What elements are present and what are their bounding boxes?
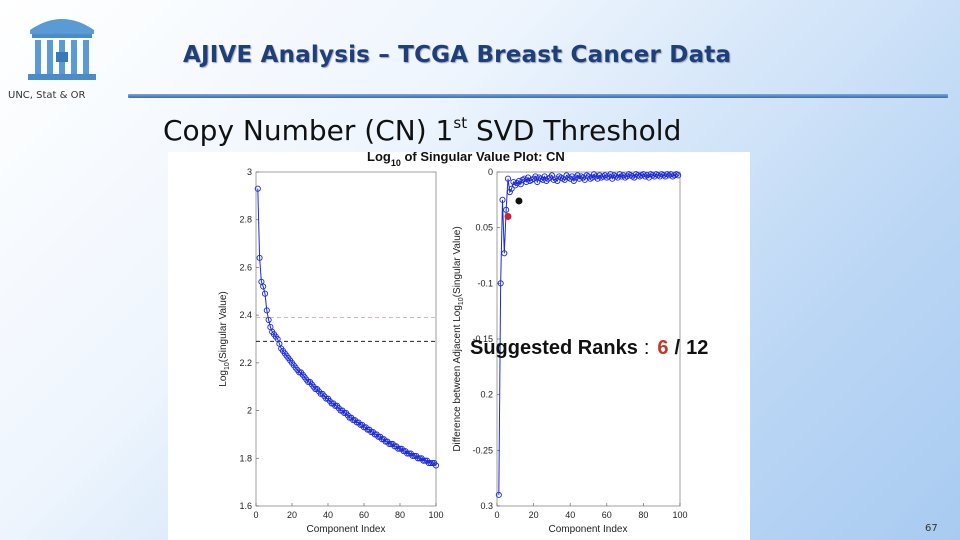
highlight-point xyxy=(515,197,523,205)
x-tick-label: 80 xyxy=(395,510,405,520)
subtitle-post: SVD Threshold xyxy=(467,114,682,147)
data-point xyxy=(420,457,427,464)
old-well-icon xyxy=(28,19,96,80)
data-point xyxy=(503,206,510,213)
x-tick-label: 100 xyxy=(672,510,687,520)
highlight-point xyxy=(504,213,512,221)
x-tick-label: 80 xyxy=(638,510,648,520)
left-xlabel: Component Index xyxy=(307,524,386,535)
data-point xyxy=(501,250,508,257)
x-tick-label: 0 xyxy=(253,510,258,520)
right-xlabel: Component Index xyxy=(549,524,628,535)
data-point xyxy=(506,188,513,196)
x-tick-label: 100 xyxy=(428,510,443,520)
data-point xyxy=(263,307,270,314)
series-line xyxy=(498,173,679,495)
left-ylabel: Log10(Singular Value) xyxy=(218,291,231,386)
data-point xyxy=(589,174,596,181)
rank-separator: / xyxy=(674,337,681,359)
data-point xyxy=(539,176,546,183)
data-point xyxy=(497,280,504,287)
y-tick-label: 2 xyxy=(247,406,252,416)
data-point xyxy=(427,460,434,467)
rank-first: 6 xyxy=(657,337,669,359)
y-tick-label: 0 xyxy=(488,167,493,177)
chart-title: Log10 of Singular Value Plot: CN xyxy=(367,152,565,168)
data-point xyxy=(254,185,261,192)
data-point xyxy=(594,175,601,182)
subtitle-pre: Copy Number (CN) 1 xyxy=(163,114,454,147)
x-tick-label: 20 xyxy=(287,510,297,520)
data-point xyxy=(521,175,528,182)
y-tick-label: 2.4 xyxy=(239,310,252,320)
y-tick-label: 2.6 xyxy=(239,262,252,272)
y-tick-label: 0.05 xyxy=(475,223,493,233)
data-point xyxy=(256,254,263,261)
data-point xyxy=(532,173,539,180)
ranks-label: Suggested Ranks xyxy=(470,337,638,359)
x-tick-label: 40 xyxy=(323,510,333,520)
data-point xyxy=(404,450,411,457)
unc-logo xyxy=(22,10,102,86)
x-tick-label: 20 xyxy=(529,510,539,520)
y-tick-label: 2.2 xyxy=(239,358,252,368)
y-tick-label: 1.8 xyxy=(239,453,252,463)
x-tick-label: 60 xyxy=(602,510,612,520)
x-tick-label: 0 xyxy=(494,510,499,520)
data-point xyxy=(260,283,267,290)
y-tick-label: 2.8 xyxy=(239,215,252,225)
data-point xyxy=(614,174,621,181)
data-point xyxy=(499,196,506,203)
data-point xyxy=(570,177,577,184)
data-point xyxy=(395,445,402,452)
title-divider xyxy=(128,94,948,98)
y-tick-label: 0.3 xyxy=(480,501,493,511)
data-point xyxy=(510,178,517,186)
y-tick-label: -0.25 xyxy=(472,445,493,455)
slide-subtitle: Copy Number (CN) 1st SVD Threshold xyxy=(163,114,681,147)
suggested-ranks: Suggested Ranks:6/12 xyxy=(470,337,708,360)
rank-second: 12 xyxy=(686,337,709,359)
series-line xyxy=(257,188,437,466)
slide-title: AJIVE Analysis – TCGA Breast Cancer Data xyxy=(183,42,732,68)
left-plot-frame xyxy=(255,171,437,507)
ranks-colon: : xyxy=(643,337,650,359)
data-point xyxy=(409,452,416,459)
data-point xyxy=(261,290,269,297)
y-tick-label: -0.1 xyxy=(477,278,493,288)
data-point xyxy=(675,172,682,179)
data-point xyxy=(508,185,515,192)
data-point xyxy=(495,491,502,498)
data-point xyxy=(265,316,272,323)
right-ylabel: Difference between Adjacent Log10(Singul… xyxy=(452,226,465,451)
y-tick-label: 3 xyxy=(247,167,252,177)
data-point xyxy=(515,177,523,184)
x-tick-label: 60 xyxy=(359,510,369,520)
y-tick-label: 0.2 xyxy=(480,390,493,400)
page-number: 67 xyxy=(925,523,938,534)
data-point xyxy=(504,175,512,182)
data-point xyxy=(386,440,393,448)
data-point xyxy=(414,455,422,462)
y-tick-label: 1.6 xyxy=(239,501,252,511)
x-tick-label: 40 xyxy=(565,510,575,520)
data-point xyxy=(574,172,581,179)
logo-caption: UNC, Stat & OR xyxy=(8,90,86,101)
chart-svg: Log10 of Singular Value Plot: CN Log10(S… xyxy=(218,152,688,535)
singular-value-figure: Log10 of Singular Value Plot: CN Log10(S… xyxy=(168,152,750,540)
data-point xyxy=(432,462,440,469)
subtitle-sup: st xyxy=(453,114,468,132)
y-tick-label: -0.15 xyxy=(472,334,493,344)
